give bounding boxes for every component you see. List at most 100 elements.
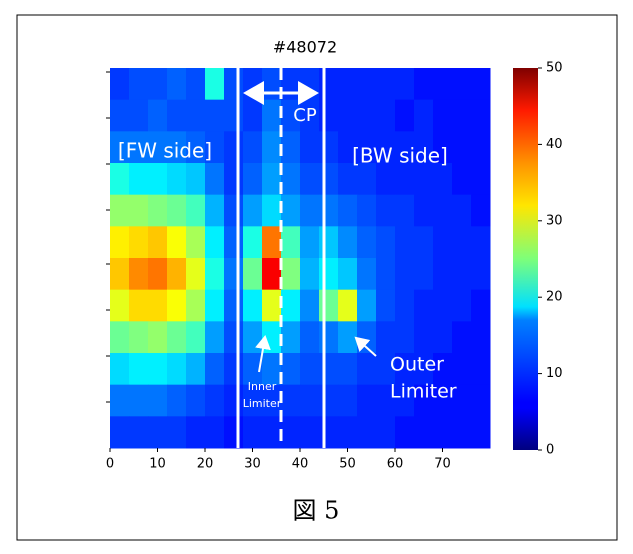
cell — [243, 194, 263, 227]
cell — [471, 194, 491, 227]
cell — [357, 258, 377, 291]
cell — [338, 131, 358, 164]
cell — [186, 163, 206, 196]
cell — [433, 353, 453, 386]
cell — [167, 163, 187, 196]
cell — [205, 131, 225, 164]
cell — [319, 416, 339, 449]
cell — [433, 226, 453, 259]
cell — [186, 258, 206, 291]
cell — [148, 226, 168, 259]
cell — [243, 226, 263, 259]
cell — [243, 99, 263, 132]
cell — [319, 194, 339, 227]
outer-label: Limiter — [390, 381, 457, 403]
cell — [110, 258, 130, 291]
cell — [395, 99, 415, 132]
cell — [129, 384, 149, 417]
cell — [186, 131, 206, 164]
cell — [452, 353, 472, 386]
cell — [110, 194, 130, 227]
cell — [357, 289, 377, 322]
cell — [148, 68, 168, 101]
cell — [205, 226, 225, 259]
cell — [300, 384, 320, 417]
cell — [205, 163, 225, 196]
colorbar-tick-label: 50 — [546, 61, 563, 76]
cell — [186, 68, 206, 101]
cell — [414, 321, 434, 354]
cell — [376, 416, 396, 449]
cell — [319, 131, 339, 164]
cell — [110, 163, 130, 196]
cell — [224, 384, 244, 417]
cell — [376, 68, 396, 101]
cell — [205, 99, 225, 132]
cell — [357, 131, 377, 164]
cell — [414, 289, 434, 322]
cell — [300, 321, 320, 354]
cell — [243, 321, 263, 354]
cell — [205, 384, 225, 417]
cell — [376, 321, 396, 354]
cell — [414, 99, 434, 132]
cell — [110, 99, 130, 132]
cell — [243, 258, 263, 291]
cell — [471, 353, 491, 386]
cell — [357, 194, 377, 227]
cell — [319, 99, 339, 132]
cell — [186, 416, 206, 449]
cell — [205, 258, 225, 291]
cell — [376, 163, 396, 196]
cp-label: CP — [293, 105, 317, 126]
cell — [452, 131, 472, 164]
colorbar-tick-label: 30 — [546, 213, 563, 228]
cell — [110, 416, 130, 449]
cell — [167, 194, 187, 227]
cell — [186, 353, 206, 386]
cell — [471, 68, 491, 101]
cell — [110, 353, 130, 386]
cell — [395, 321, 415, 354]
cell — [319, 289, 339, 322]
cell — [148, 384, 168, 417]
cell — [452, 321, 472, 354]
cell — [262, 226, 282, 259]
cell — [262, 289, 282, 322]
cell — [262, 258, 282, 291]
colorbar-tick-label: 40 — [546, 137, 563, 152]
cell — [262, 99, 282, 132]
cell — [414, 226, 434, 259]
cell — [452, 163, 472, 196]
cell — [262, 194, 282, 227]
cell — [452, 68, 472, 101]
cell — [300, 163, 320, 196]
cell — [262, 416, 282, 449]
cell — [262, 353, 282, 386]
inner-label: Inner — [248, 380, 277, 393]
cell — [300, 416, 320, 449]
cell — [243, 384, 263, 417]
cell — [262, 163, 282, 196]
cell — [433, 99, 453, 132]
cell — [148, 258, 168, 291]
cell — [148, 416, 168, 449]
cell — [281, 353, 301, 386]
cell — [243, 289, 263, 322]
cell — [224, 194, 244, 227]
cell — [129, 289, 149, 322]
cell — [129, 321, 149, 354]
annotations: CP [FW side] [BW side] Inner Limiter Out… — [118, 68, 457, 448]
cell — [129, 163, 149, 196]
cell — [414, 194, 434, 227]
arrow — [255, 335, 271, 373]
cell — [148, 131, 168, 164]
cell — [167, 353, 187, 386]
cell — [338, 416, 358, 449]
cell — [224, 353, 244, 386]
inner-label: Limiter — [243, 397, 282, 410]
cell — [167, 321, 187, 354]
cell — [376, 258, 396, 291]
cell — [338, 68, 358, 101]
